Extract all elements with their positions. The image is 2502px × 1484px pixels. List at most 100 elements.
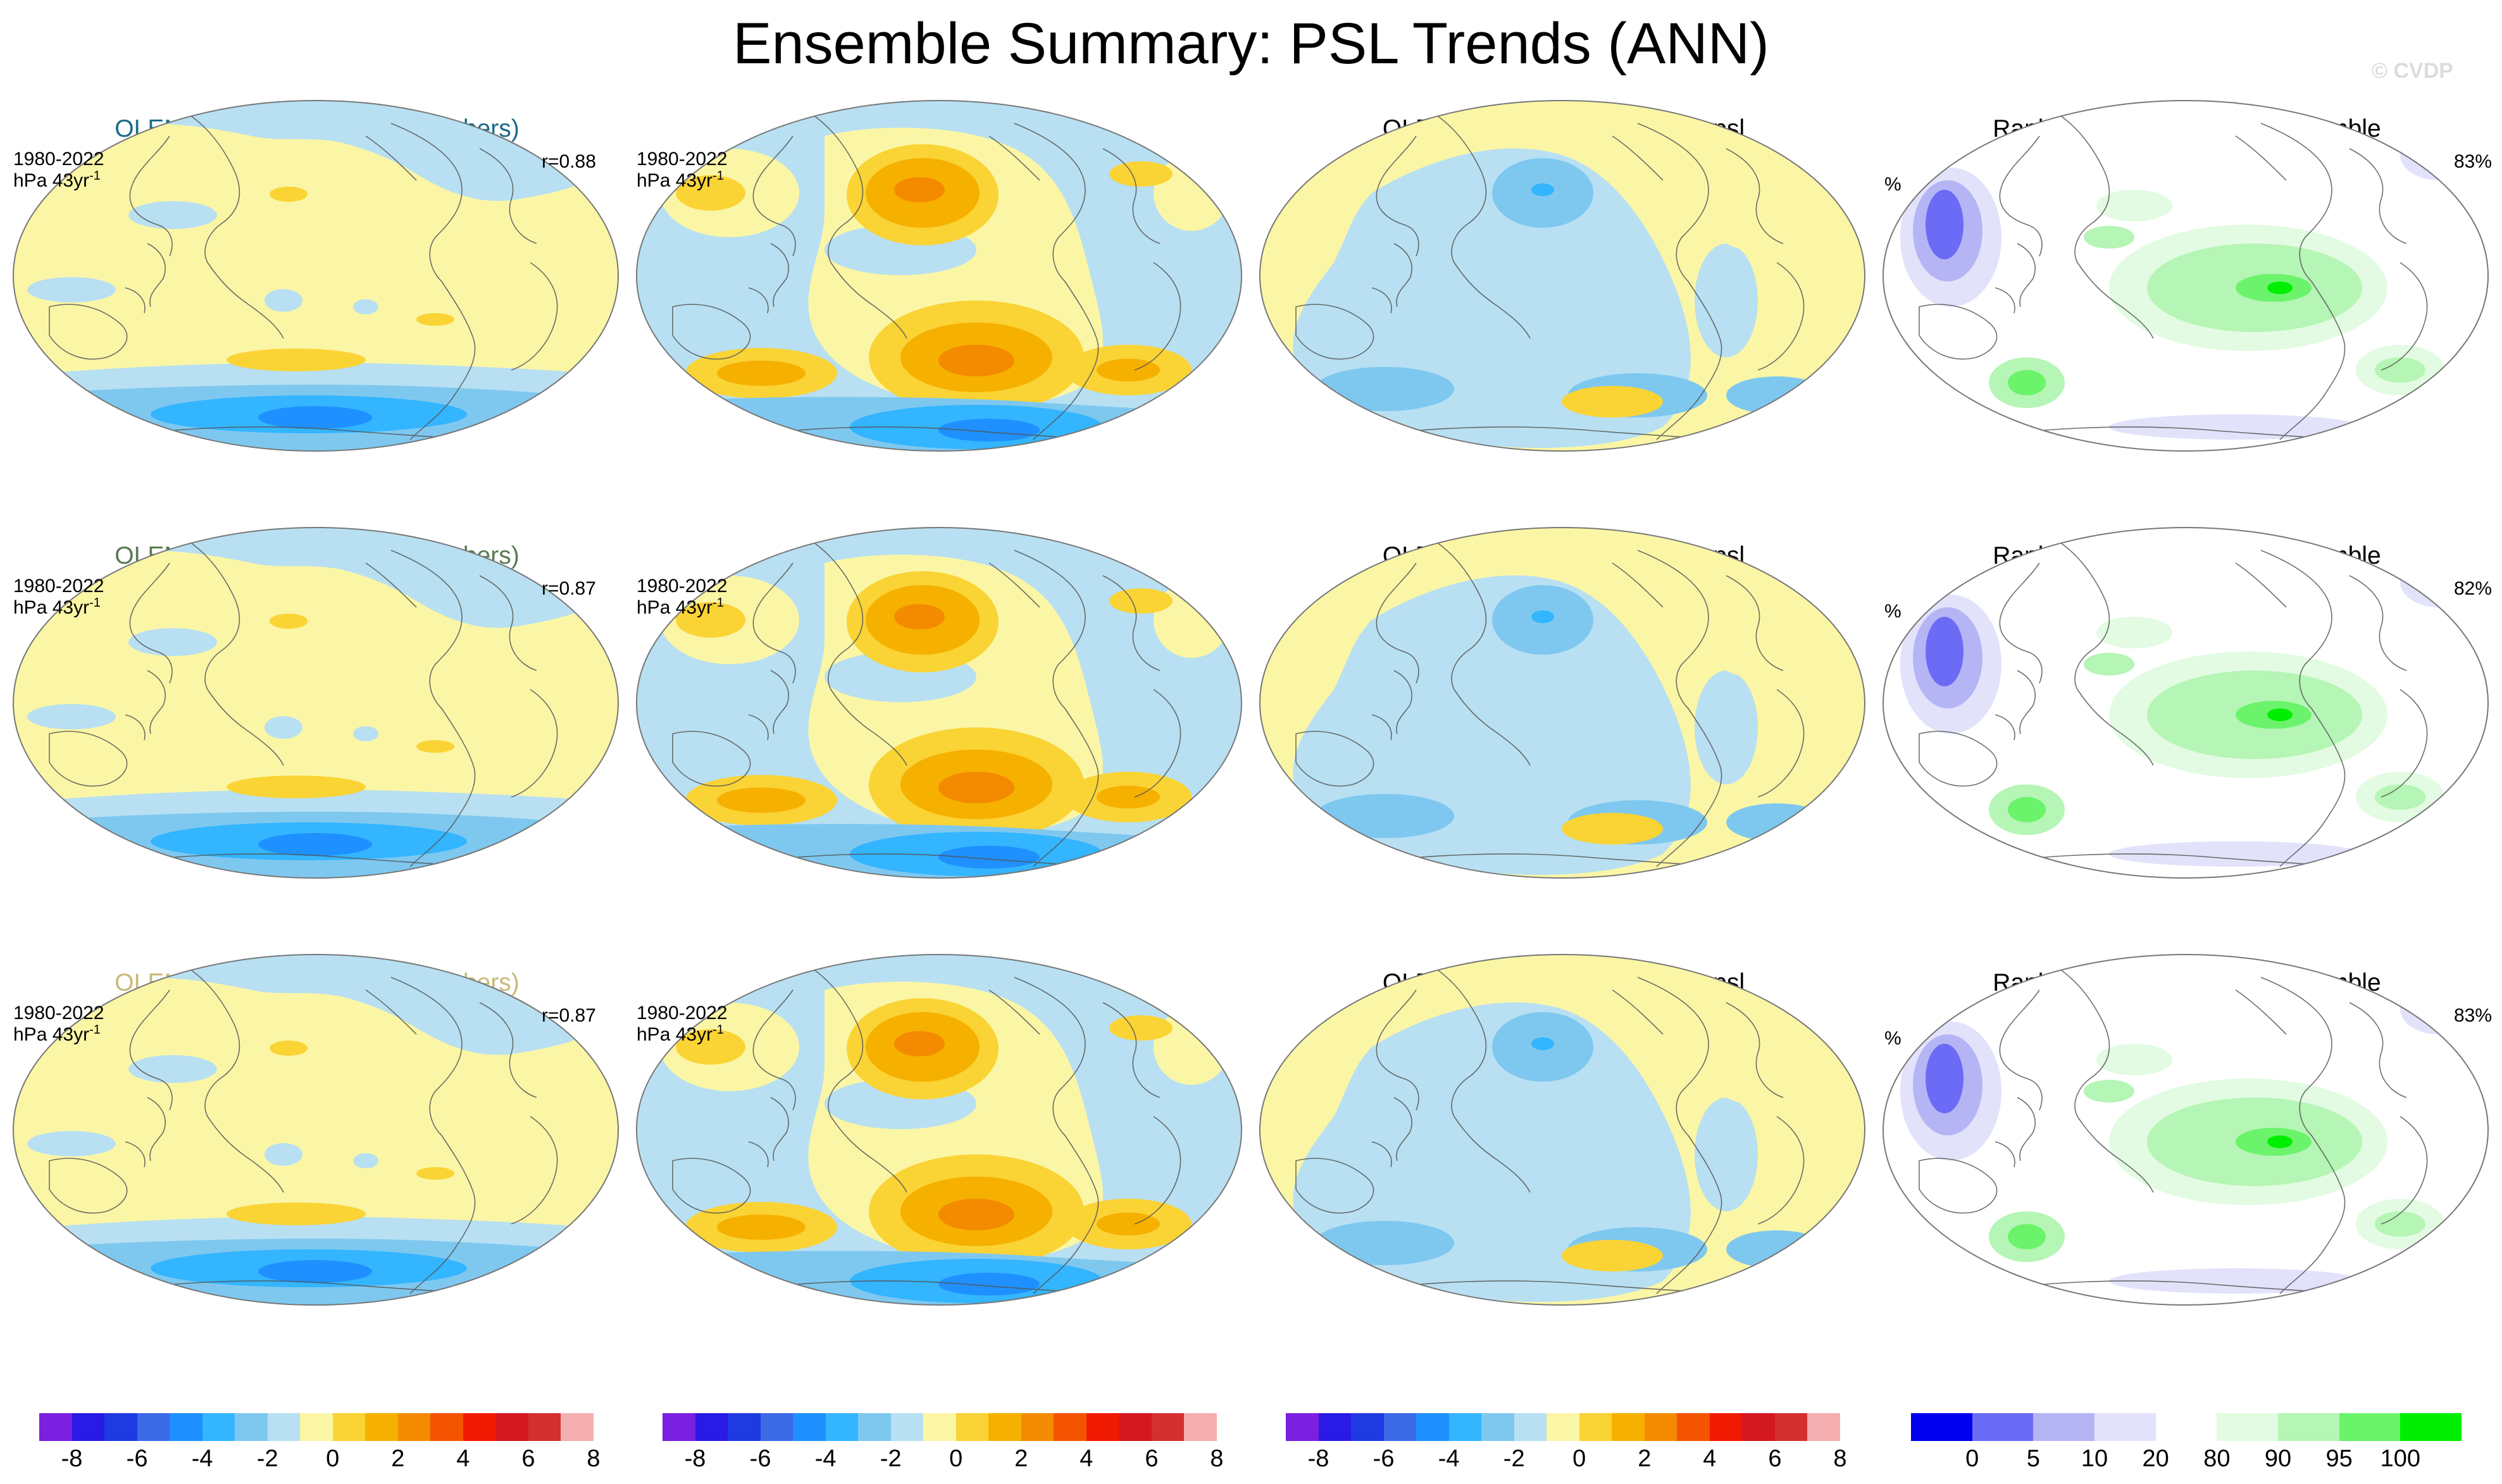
units-text: hPa 43yr bbox=[637, 170, 713, 191]
map-diff bbox=[1258, 98, 1867, 454]
colorbar-swatch bbox=[561, 1413, 594, 1441]
colorbar-swatch bbox=[1677, 1413, 1710, 1441]
map-projection bbox=[13, 527, 619, 879]
colorbar-swatch bbox=[170, 1413, 202, 1441]
colorbar-swatch bbox=[332, 1413, 366, 1441]
colorbar-tick-label: 2 bbox=[1014, 1445, 1028, 1472]
colorbar-swatch bbox=[300, 1413, 333, 1441]
colorbar-swatch bbox=[1086, 1413, 1119, 1441]
colorbar-swatch bbox=[1972, 1413, 2034, 1441]
colorbar-tick-label: -6 bbox=[126, 1445, 148, 1472]
colorbar-swatch bbox=[1481, 1413, 1514, 1441]
colorbar-tick-label: 10 bbox=[2081, 1445, 2108, 1472]
map-projection bbox=[1883, 954, 2489, 1306]
colorbar-tick-label: 2 bbox=[1638, 1445, 1652, 1472]
colorbar-swatch bbox=[104, 1413, 137, 1441]
colorbar-swatch bbox=[2339, 1413, 2401, 1441]
colorbar-tick-label: 4 bbox=[1703, 1445, 1717, 1472]
map-projection bbox=[636, 527, 1242, 879]
colorbar-swatch bbox=[267, 1413, 301, 1441]
units-exponent: -1 bbox=[713, 1023, 724, 1037]
page-title: Ensemble Summary: PSL Trends (ANN) bbox=[733, 11, 1769, 76]
colorbar-swatch bbox=[202, 1413, 235, 1441]
period-label: 1980-2022 bbox=[637, 576, 728, 597]
map-rank bbox=[1881, 98, 2490, 454]
map-rank bbox=[1881, 525, 2490, 881]
colorbar-tick-label: 8 bbox=[1210, 1445, 1224, 1472]
colorbar-tick-label: 90 bbox=[2264, 1445, 2292, 1472]
period-label: 1980-2022 bbox=[637, 149, 728, 170]
colorbar-ticks: -8 -6 -4 -2 0 2 4 6 8 bbox=[39, 1445, 601, 1475]
units-label: hPa 43yr-1 bbox=[13, 1023, 101, 1046]
colorbar-ticks: -8 -6 -4 -2 0 2 4 6 8 bbox=[1286, 1445, 1847, 1475]
colorbar-swatch bbox=[1807, 1413, 1840, 1441]
colorbar-tick-label: 5 bbox=[2026, 1445, 2040, 1472]
period-label: 1980-2022 bbox=[637, 1003, 728, 1023]
units-text: hPa 43yr bbox=[13, 170, 90, 191]
colorbar-tick-label: 0 bbox=[1572, 1445, 1586, 1472]
colorbar-swatch bbox=[2094, 1413, 2156, 1441]
colorbar-swatch bbox=[2155, 1413, 2217, 1441]
units-label: hPa 43yr-1 bbox=[637, 1023, 724, 1046]
units-exponent: -1 bbox=[713, 169, 724, 183]
colorbar-tick-label: -2 bbox=[1503, 1445, 1525, 1472]
colorbar-swatch bbox=[137, 1413, 170, 1441]
colorbar-swatch bbox=[1911, 1413, 1972, 1441]
map-projection bbox=[1883, 100, 2489, 452]
trend-colorbar bbox=[1286, 1413, 1840, 1441]
colorbar-swatch bbox=[1151, 1413, 1185, 1441]
colorbar-swatch bbox=[495, 1413, 528, 1441]
colorbar-tick-label: 80 bbox=[2203, 1445, 2231, 1472]
colorbar-swatch bbox=[728, 1413, 761, 1441]
colorbar-swatch bbox=[397, 1413, 431, 1441]
colorbar-swatch bbox=[1286, 1413, 1319, 1441]
colorbar-tick-label: -4 bbox=[1438, 1445, 1460, 1472]
colorbar-tick-label: 6 bbox=[1145, 1445, 1159, 1472]
map-ens bbox=[11, 525, 620, 881]
colorbar-tick-label: -6 bbox=[749, 1445, 771, 1472]
colorbar-swatch bbox=[1184, 1413, 1217, 1441]
colorbar-swatch bbox=[1644, 1413, 1677, 1441]
colorbar-tick-label: 20 bbox=[2142, 1445, 2169, 1472]
units-label: hPa 43yr-1 bbox=[13, 170, 101, 192]
map-projection bbox=[1259, 100, 1865, 452]
rank-percent-label: 83% bbox=[2454, 1005, 2493, 1026]
colorbar-swatch bbox=[2217, 1413, 2278, 1441]
map-projection bbox=[1259, 527, 1865, 879]
colorbar-ticks: -8 -6 -4 -2 0 2 4 6 8 bbox=[663, 1445, 1224, 1475]
colorbar-tick-label: -4 bbox=[814, 1445, 837, 1472]
colorbar-swatch bbox=[72, 1413, 105, 1441]
colorbar-tick-label: -6 bbox=[1372, 1445, 1395, 1472]
rank-unit-label: % bbox=[1884, 1028, 1901, 1049]
colorbar-tick-label: 0 bbox=[949, 1445, 963, 1472]
map-rank bbox=[1881, 952, 2490, 1308]
colorbar-swatch bbox=[923, 1413, 956, 1441]
colorbar-swatch bbox=[988, 1413, 1021, 1441]
units-exponent: -1 bbox=[713, 596, 724, 610]
colorbar-tick-label: -2 bbox=[256, 1445, 278, 1472]
pattern-correlation: r=0.87 bbox=[542, 578, 596, 599]
map-projection bbox=[13, 954, 619, 1306]
map-obs bbox=[635, 525, 1243, 881]
colorbar-swatch bbox=[825, 1413, 859, 1441]
colorbar-swatch bbox=[1021, 1413, 1054, 1441]
colorbar-swatch bbox=[760, 1413, 794, 1441]
colorbar-tick-label: 6 bbox=[1768, 1445, 1782, 1472]
period-label: 1980-2022 bbox=[13, 1003, 104, 1023]
rank-percent-label: 82% bbox=[2454, 578, 2493, 599]
colorbar-tick-label: -2 bbox=[880, 1445, 902, 1472]
map-projection bbox=[636, 100, 1242, 452]
trend-colorbar bbox=[663, 1413, 1217, 1441]
colorbar-swatch bbox=[1612, 1413, 1645, 1441]
units-label: hPa 43yr-1 bbox=[637, 170, 724, 192]
colorbar-tick-label: -4 bbox=[191, 1445, 213, 1472]
units-label: hPa 43yr-1 bbox=[637, 597, 724, 619]
colorbar-tick-label: 0 bbox=[1965, 1445, 1979, 1472]
colorbar-tick-label: 2 bbox=[391, 1445, 405, 1472]
colorbar-swatch bbox=[1318, 1413, 1352, 1441]
colorbar-swatch bbox=[1383, 1413, 1417, 1441]
colorbar-tick-label: 95 bbox=[2325, 1445, 2353, 1472]
colorbar-swatch bbox=[528, 1413, 561, 1441]
colorbar-tick-label: 8 bbox=[1833, 1445, 1847, 1472]
map-projection bbox=[1259, 954, 1865, 1306]
